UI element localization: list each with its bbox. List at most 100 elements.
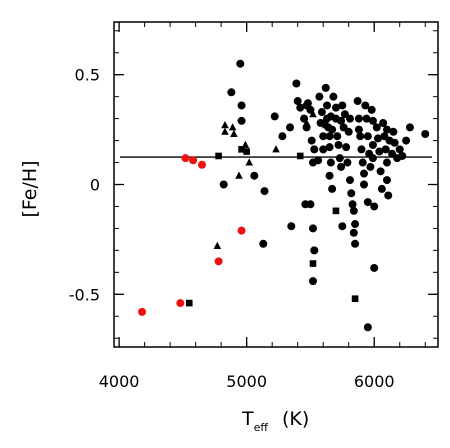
- data-point: [260, 187, 269, 196]
- data-point: [227, 88, 236, 97]
- tick-labels: 4000 5000 6000 -0.5 0 0.5: [69, 66, 395, 391]
- data-point: [398, 151, 407, 160]
- data-point: [319, 132, 328, 141]
- data-point: [308, 277, 317, 286]
- data-point: [301, 200, 310, 209]
- data-point: [332, 207, 340, 215]
- data-point: [368, 154, 377, 163]
- data-point: [356, 132, 365, 141]
- data-point: [321, 121, 330, 129]
- data-point: [296, 152, 304, 160]
- data-point: [237, 116, 246, 125]
- data-point: [405, 123, 414, 132]
- data-point: [354, 114, 363, 123]
- data-point: [349, 228, 358, 237]
- data-point: [335, 154, 344, 163]
- data-point: [366, 162, 375, 171]
- data-point: [342, 143, 351, 152]
- data-point: [236, 59, 245, 68]
- data-point: [325, 132, 334, 141]
- data-point: [308, 224, 317, 233]
- data-point: [357, 145, 366, 154]
- data-point: [337, 116, 346, 125]
- data-point: [214, 257, 223, 266]
- data-point: [331, 103, 340, 112]
- data-point: [353, 97, 362, 106]
- data-point: [363, 132, 372, 141]
- data-point: [292, 79, 301, 88]
- data-point: [250, 171, 259, 180]
- data-point: [181, 154, 190, 163]
- data-point: [237, 101, 246, 110]
- data-point: [358, 158, 367, 167]
- data-point: [421, 129, 430, 138]
- data-point: [287, 222, 296, 231]
- data-point: [402, 136, 411, 145]
- data-point: [326, 158, 335, 167]
- data-point: [325, 171, 334, 180]
- data-point: [328, 184, 337, 193]
- y-axis-label: [Fe/H]: [19, 160, 41, 217]
- data-point: [310, 246, 319, 255]
- data-point: [351, 295, 359, 302]
- data-point: [314, 156, 323, 165]
- y-tick-label: 0.5: [75, 66, 100, 85]
- data-point: [293, 97, 302, 106]
- data-point: [321, 83, 330, 92]
- data-point: [333, 132, 342, 141]
- data-point: [309, 110, 317, 118]
- data-point: [344, 127, 353, 136]
- y-tick-label: 0: [90, 176, 100, 195]
- data-point: [348, 200, 357, 209]
- data-point: [375, 147, 384, 156]
- data-point: [381, 145, 390, 154]
- data-point: [235, 171, 243, 179]
- data-point: [361, 101, 370, 110]
- data-point: [219, 180, 228, 189]
- data-point: [338, 222, 347, 231]
- data-point: [376, 167, 385, 176]
- data-point: [238, 146, 245, 153]
- data-points: [138, 59, 430, 332]
- x-tick-label: 5000: [226, 372, 267, 391]
- data-point: [329, 92, 338, 101]
- data-point: [345, 114, 354, 123]
- x-axis-label-unit: (K): [282, 408, 309, 430]
- data-point: [328, 125, 337, 134]
- data-point: [237, 226, 246, 235]
- data-point: [360, 169, 369, 178]
- data-point: [345, 176, 354, 185]
- data-point: [138, 307, 147, 316]
- data-point: [296, 103, 305, 112]
- data-point: [337, 162, 346, 171]
- data-point: [395, 145, 404, 154]
- data-point: [323, 101, 332, 110]
- axis-ticks: [114, 22, 438, 347]
- data-point: [372, 123, 381, 132]
- data-point: [272, 145, 280, 153]
- data-point: [325, 143, 334, 152]
- y-tick-label: -0.5: [69, 285, 100, 304]
- x-tick-label: 6000: [354, 372, 395, 391]
- data-point: [302, 118, 311, 127]
- plot-frame: [113, 21, 439, 348]
- data-point: [221, 127, 229, 135]
- data-point: [368, 116, 377, 125]
- data-point: [360, 180, 369, 189]
- data-point: [319, 145, 328, 154]
- data-point: [382, 176, 391, 185]
- data-point: [379, 119, 388, 128]
- data-point: [309, 260, 317, 267]
- data-point: [351, 239, 360, 248]
- data-point: [347, 189, 356, 198]
- data-point: [245, 158, 254, 166]
- x-tick-label: 4000: [99, 372, 140, 391]
- data-point: [363, 323, 372, 332]
- data-point: [270, 112, 279, 121]
- data-point: [286, 123, 295, 132]
- x-axis-label-sub: eff: [254, 421, 269, 434]
- data-point: [228, 123, 237, 131]
- data-point: [334, 140, 343, 149]
- data-point: [389, 127, 398, 136]
